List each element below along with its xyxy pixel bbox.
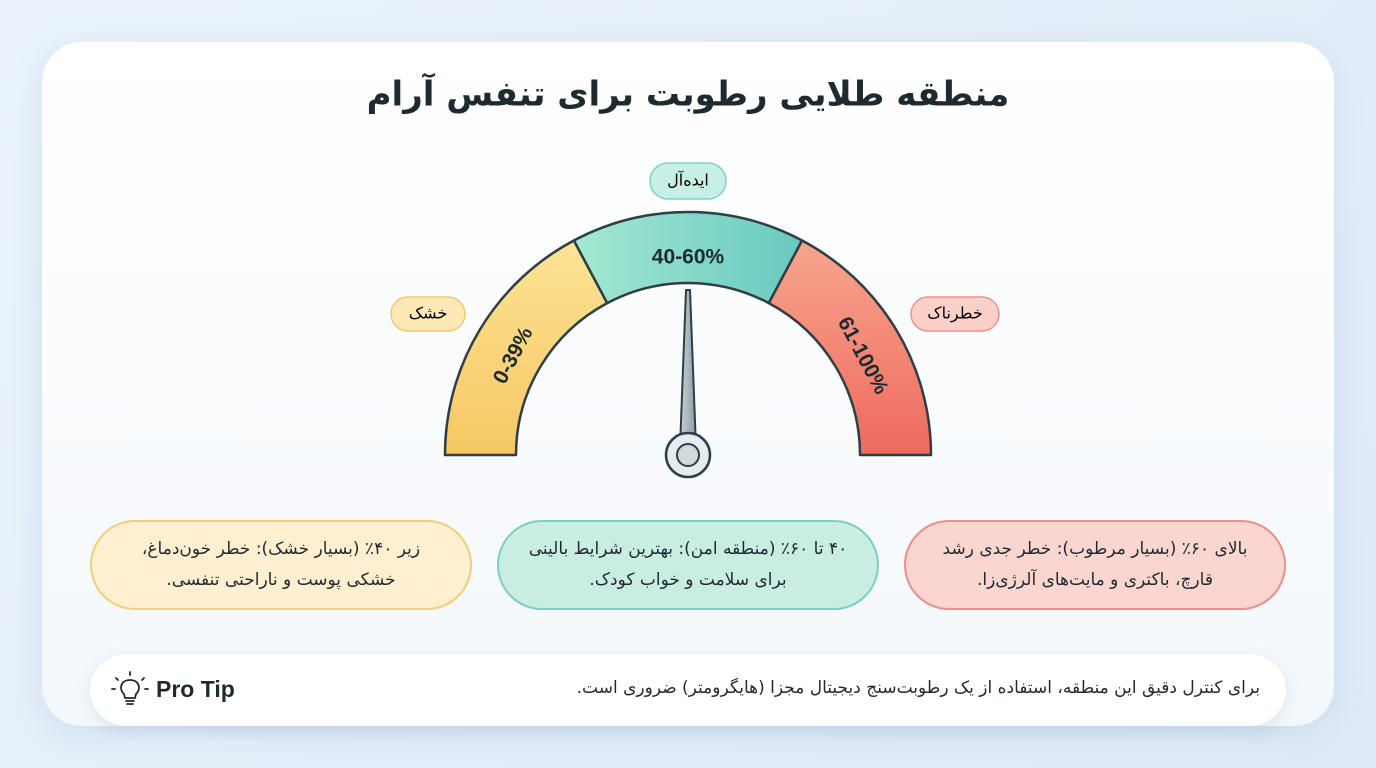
tip-label: Pro Tip (156, 676, 235, 702)
segment-label: 40-60% (652, 246, 725, 269)
title: منطقه طلایی رطوبت برای تنفس آرام (367, 73, 1010, 115)
info-card: زیر ۴۰٪ (بسیار خشک): خطر خون‌دماغ، خشکی … (90, 520, 472, 610)
badge (910, 296, 1000, 332)
info-card: ۴۰ تا ۶۰٪ (منطقه امن): بهترین شرایط بالی… (497, 520, 879, 610)
badge-text: ایده‌آل (667, 171, 709, 190)
needle (679, 289, 697, 449)
info-card: بالای ۶۰٪ (بسیار مرطوب): خطر جدی رشد قار… (904, 520, 1286, 610)
tip-text: برای کنترل دقیق این منطقه، استفاده از یک… (576, 678, 1260, 698)
badge-text: خطرناک (927, 304, 983, 324)
badge (390, 296, 466, 332)
needle-pivot-inner (676, 443, 700, 467)
bulb-icon (111, 671, 149, 705)
badge-text: خشک (409, 304, 447, 323)
tip-bar: Pro Tip برای کنترل دقیق این منطقه، استفا… (90, 654, 1286, 726)
gauge-segment-danger (767, 239, 933, 457)
badge (649, 162, 727, 200)
